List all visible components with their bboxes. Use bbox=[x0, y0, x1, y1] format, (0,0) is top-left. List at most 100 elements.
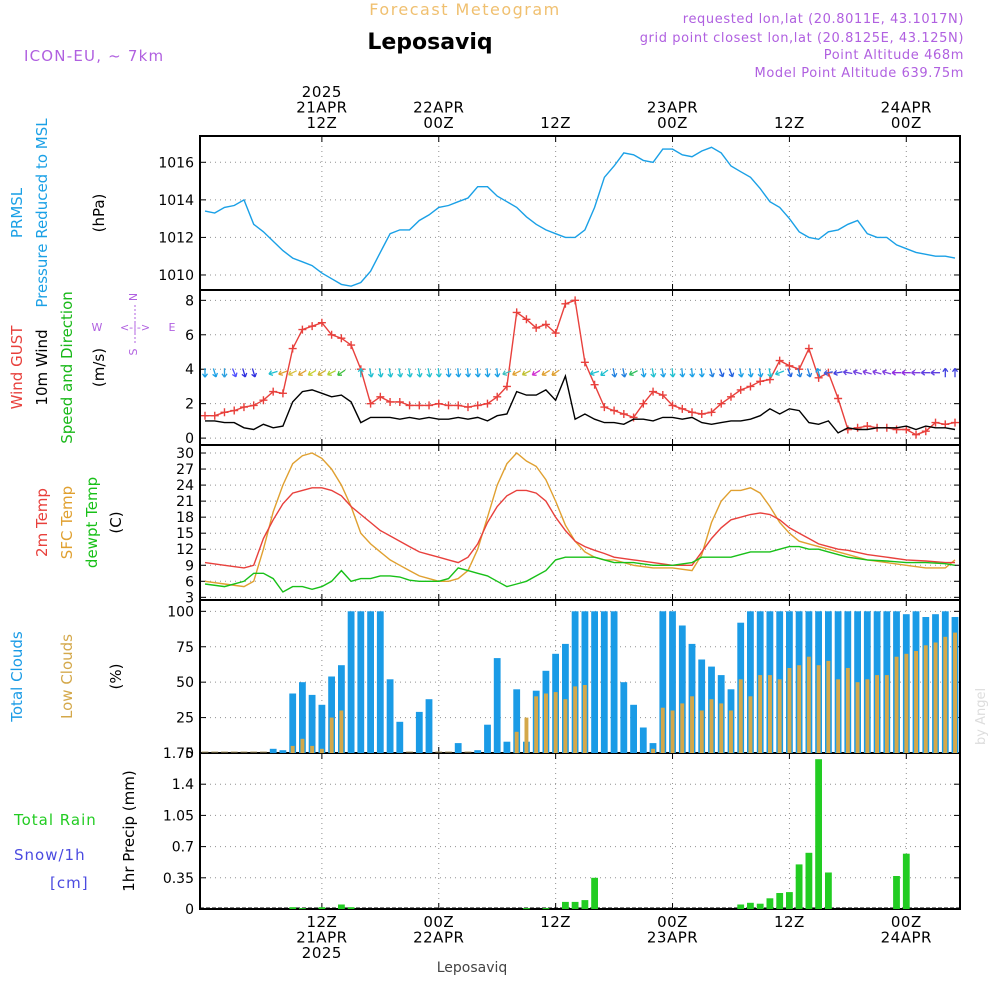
wind-gust-point bbox=[639, 399, 648, 408]
y-tick-label: 0 bbox=[185, 746, 194, 762]
wind-direction-arrow bbox=[842, 369, 853, 376]
wind-gust-point bbox=[522, 315, 531, 324]
wind-direction-arrow bbox=[494, 368, 501, 378]
wind-gust-point bbox=[317, 318, 326, 327]
temp-2m-line bbox=[204, 487, 955, 569]
precip-bar bbox=[562, 901, 569, 909]
total-cloud-bar bbox=[299, 682, 306, 753]
y-tick-label: 0.35 bbox=[163, 871, 194, 887]
bottom-time-label: 12Z bbox=[774, 913, 805, 931]
y-tick-label: 4 bbox=[185, 362, 194, 378]
wind-direction-arrow bbox=[718, 368, 725, 378]
bottom-time-label: 23APR bbox=[647, 929, 698, 947]
low-cloud-bar bbox=[875, 675, 879, 753]
wind-direction-arrow bbox=[833, 369, 843, 376]
y-tick-label: 24 bbox=[176, 478, 194, 494]
wind-gust-point bbox=[619, 410, 628, 418]
low-cloud-bar bbox=[787, 668, 792, 753]
total-cloud-bar bbox=[415, 711, 423, 753]
wind-direction-arrow bbox=[241, 368, 248, 378]
wind-direction-arrow bbox=[377, 368, 384, 378]
bottom-time-label: 00Z bbox=[423, 913, 454, 931]
low-cloud-bar bbox=[806, 656, 811, 753]
wind-direction-arrow bbox=[767, 368, 774, 378]
wind-direction-arrow bbox=[445, 368, 452, 378]
wind-gust-point bbox=[678, 404, 687, 413]
wind-direction-arrow bbox=[474, 368, 481, 378]
precip-bar bbox=[795, 864, 803, 909]
low-cloud-bar bbox=[699, 710, 704, 753]
precip-bar bbox=[893, 876, 900, 909]
panel-label: Total Clouds bbox=[8, 631, 26, 723]
low-cloud-bar bbox=[329, 717, 334, 753]
wind-direction-arrow bbox=[920, 369, 931, 376]
total-cloud-bar bbox=[678, 625, 686, 753]
wind-gust-point bbox=[473, 401, 482, 410]
wind-direction-arrow bbox=[650, 368, 657, 378]
low-cloud-bar bbox=[855, 682, 860, 753]
wind-gust-point bbox=[249, 401, 258, 410]
compass-s-label: S bbox=[127, 348, 140, 355]
bottom-time-label: 00Z bbox=[657, 913, 688, 931]
wind-gust-point bbox=[541, 320, 550, 329]
y-tick-label: 0 bbox=[185, 902, 194, 918]
wind-direction-arrow bbox=[738, 368, 744, 378]
wind-direction-arrow bbox=[307, 369, 317, 376]
y-tick-label: 1010 bbox=[158, 268, 194, 284]
wind-direction-arrow bbox=[426, 368, 433, 378]
wind-gust-point bbox=[415, 401, 424, 410]
total-cloud-bar bbox=[600, 611, 608, 753]
snow-label: Snow/1h bbox=[14, 846, 86, 864]
wind-gust-point bbox=[230, 406, 239, 415]
wind-direction-arrow bbox=[541, 369, 551, 376]
wind-gust-point bbox=[532, 323, 541, 332]
wind-direction-arrow bbox=[911, 369, 921, 376]
total-cloud-bar bbox=[571, 611, 579, 753]
low-cloud-bar bbox=[660, 707, 665, 753]
total-cloud-bar bbox=[289, 693, 297, 753]
top-time-label: 12Z bbox=[306, 114, 337, 132]
total-cloud-bar bbox=[367, 611, 374, 753]
precip-bar bbox=[902, 853, 910, 909]
wind-gust-point bbox=[425, 401, 434, 410]
low-cloud-bar bbox=[553, 692, 558, 753]
compass-n-label: N bbox=[127, 293, 140, 301]
wind-gust-point bbox=[892, 425, 901, 434]
low-cloud-bar bbox=[953, 632, 957, 753]
precip-bar bbox=[581, 900, 589, 909]
panel-label: Pressure Reduced to MSL bbox=[33, 118, 51, 308]
wind-direction-arrow bbox=[728, 368, 735, 378]
low-cloud-bar bbox=[339, 710, 344, 753]
low-cloud-bar bbox=[680, 703, 685, 753]
watermark: by Angel bbox=[974, 688, 989, 745]
low-cloud-bar bbox=[904, 653, 909, 753]
y-tick-label: 75 bbox=[176, 640, 194, 656]
wind-direction-arrow bbox=[872, 369, 882, 376]
wind-direction-arrow bbox=[951, 367, 959, 378]
wind-gust-point bbox=[746, 382, 755, 391]
low-cloud-bar bbox=[719, 703, 724, 753]
low-cloud-bar bbox=[738, 679, 743, 753]
precip-bar bbox=[338, 904, 345, 909]
requested-coords: requested lon,lat (20.8011E, 43.1017N) bbox=[683, 12, 964, 27]
y-tick-label: 30 bbox=[176, 446, 194, 462]
total-cloud-bar bbox=[386, 679, 394, 753]
wind-direction-arrow bbox=[201, 368, 209, 378]
bottom-time-label: 21APR bbox=[296, 929, 347, 947]
wind-direction-arrow bbox=[416, 368, 423, 378]
total-cloud-bar bbox=[591, 611, 598, 753]
wind-direction-arrow bbox=[397, 368, 404, 378]
panel-label: Wind GUST bbox=[8, 325, 26, 410]
wind-direction-arrow bbox=[502, 370, 512, 376]
precip-bar bbox=[523, 908, 530, 910]
wind-direction-arrow bbox=[288, 370, 297, 377]
y-tick-label: 27 bbox=[176, 462, 194, 478]
total-cloud-bar bbox=[610, 611, 618, 753]
wind-gust-point bbox=[405, 401, 414, 410]
wind-gust-point bbox=[912, 430, 921, 439]
wind-gust-point bbox=[853, 423, 862, 432]
precip-bars bbox=[200, 759, 960, 910]
wind-gust-point bbox=[201, 411, 209, 420]
wind-gust-point bbox=[951, 418, 959, 427]
wind-gust-point bbox=[434, 399, 443, 408]
